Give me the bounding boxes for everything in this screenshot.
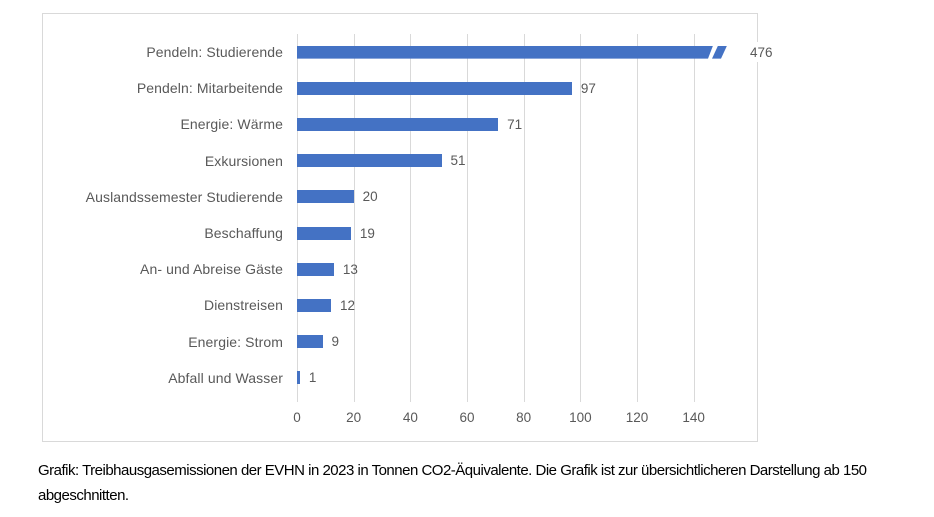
tick-label: 100 bbox=[569, 410, 592, 425]
value-label: 13 bbox=[342, 261, 358, 277]
category-label: Exkursionen bbox=[204, 152, 283, 169]
value-label: 9 bbox=[331, 334, 340, 350]
category-label: Pendeln: Studierende bbox=[146, 44, 283, 61]
value-label: 12 bbox=[340, 297, 356, 313]
gridline bbox=[353, 34, 355, 396]
tick-label: 140 bbox=[682, 410, 705, 425]
bar bbox=[297, 371, 300, 385]
value-label: 476 bbox=[747, 42, 776, 63]
tick-label: 80 bbox=[516, 410, 532, 425]
bar bbox=[297, 46, 713, 59]
bar bbox=[297, 335, 323, 349]
category-label: Beschaffung bbox=[204, 225, 283, 242]
bar bbox=[297, 262, 334, 276]
bar bbox=[297, 190, 354, 204]
category-label: Abfall und Wasser bbox=[168, 369, 283, 386]
value-label: 19 bbox=[359, 225, 375, 241]
axis-tick bbox=[580, 396, 582, 402]
axis-tick bbox=[693, 396, 695, 402]
gridline bbox=[467, 34, 468, 396]
category-label: Pendeln: Mitarbeitende bbox=[136, 80, 283, 97]
value-label: 71 bbox=[507, 116, 523, 132]
tick-label: 40 bbox=[402, 410, 418, 425]
value-label: 51 bbox=[450, 153, 466, 169]
bar-break-piece bbox=[712, 45, 727, 59]
value-label: 1 bbox=[308, 370, 317, 386]
axis-tick bbox=[523, 396, 525, 402]
chart-caption: Grafik: Treibhausgasemissionen der EVHN … bbox=[38, 462, 867, 504]
category-label: Auslandssemester Studierende bbox=[85, 188, 283, 205]
bar bbox=[297, 154, 442, 168]
value-label: 97 bbox=[580, 80, 596, 96]
gridline bbox=[693, 34, 695, 396]
category-label: Energie: Wärme bbox=[180, 116, 283, 133]
tick-label: 120 bbox=[625, 410, 649, 425]
gridline bbox=[523, 34, 525, 396]
gridline bbox=[637, 34, 638, 396]
category-label: An- und Abreise Gäste bbox=[140, 261, 283, 278]
tick-label: 20 bbox=[346, 410, 362, 425]
bar-chart: 0 20 40 60 80 100 120 140 Pendeln: Studierende 47… bbox=[42, 13, 776, 442]
category-label: Dienstreisen bbox=[203, 297, 283, 314]
axis-tick bbox=[467, 396, 468, 402]
bar bbox=[297, 81, 572, 95]
axis-tick bbox=[297, 396, 298, 402]
category-label: Energie: Strom bbox=[188, 333, 283, 350]
value-label: 20 bbox=[362, 189, 378, 205]
tick-label: 0 bbox=[293, 410, 301, 425]
bar bbox=[297, 118, 499, 131]
axis-tick bbox=[410, 396, 412, 402]
gridline bbox=[297, 34, 298, 396]
gridline bbox=[580, 34, 582, 396]
axis-tick bbox=[353, 396, 355, 402]
tick-label: 60 bbox=[459, 410, 475, 425]
bar bbox=[297, 299, 331, 312]
bar bbox=[297, 226, 351, 240]
gridline bbox=[410, 34, 412, 396]
axis-tick bbox=[637, 396, 638, 402]
